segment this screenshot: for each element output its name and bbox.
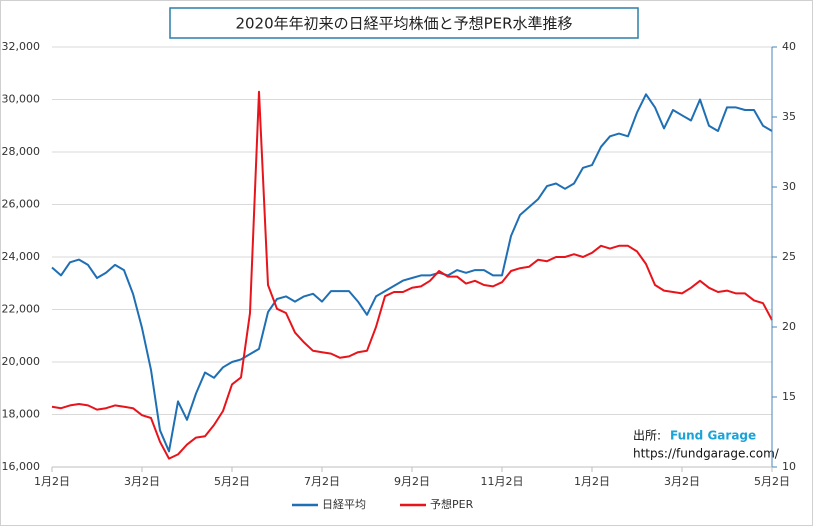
y2-tick-label: 25	[782, 250, 796, 263]
y-tick-label: 18,000	[2, 408, 41, 421]
x-tick-label: 1月2日	[34, 475, 70, 488]
x-tick-label: 1月2日	[574, 475, 610, 488]
y-tick-label: 20,000	[2, 355, 41, 368]
title-box	[169, 7, 639, 39]
y2-tick-label: 20	[782, 320, 796, 333]
y-tick-label: 28,000	[2, 145, 41, 158]
y-tick-label: 30,000	[2, 93, 41, 106]
line-series	[51, 93, 773, 453]
x-tick-label: 9月2日	[394, 475, 430, 488]
y2-tick-label: 40	[782, 40, 796, 53]
y-tick-label: 26,000	[2, 198, 41, 211]
x-tick-label: 7月2日	[304, 475, 340, 488]
y-tick-label: 22,000	[2, 303, 41, 316]
y-tick-label: 32,000	[2, 40, 41, 53]
x-tick-label: 5月2日	[754, 475, 790, 488]
x-tick-label: 11月2日	[481, 475, 524, 488]
legend-label: 予想PER	[430, 497, 474, 511]
legend-label: 日経平均	[322, 498, 366, 511]
y2-tick-label: 10	[782, 460, 796, 473]
annotation: https://fundgarage.com/	[633, 447, 780, 461]
y2-tick-label: 30	[782, 180, 796, 193]
y-tick-label: 24,000	[2, 250, 41, 263]
chart-title: 2020年年初来の日経平均株価と予想PER水準推移	[235, 15, 572, 33]
annotation: Fund Garage	[670, 429, 756, 443]
line-series	[51, 90, 773, 460]
y2-tick-label: 35	[782, 110, 796, 123]
y2-tick-label: 15	[782, 390, 796, 403]
x-tick-label: 5月2日	[214, 475, 250, 488]
annotation: 出所:	[633, 429, 661, 443]
x-tick-label: 3月2日	[124, 475, 160, 488]
x-tick-label: 3月2日	[664, 475, 700, 488]
y-tick-label: 16,000	[2, 460, 41, 473]
